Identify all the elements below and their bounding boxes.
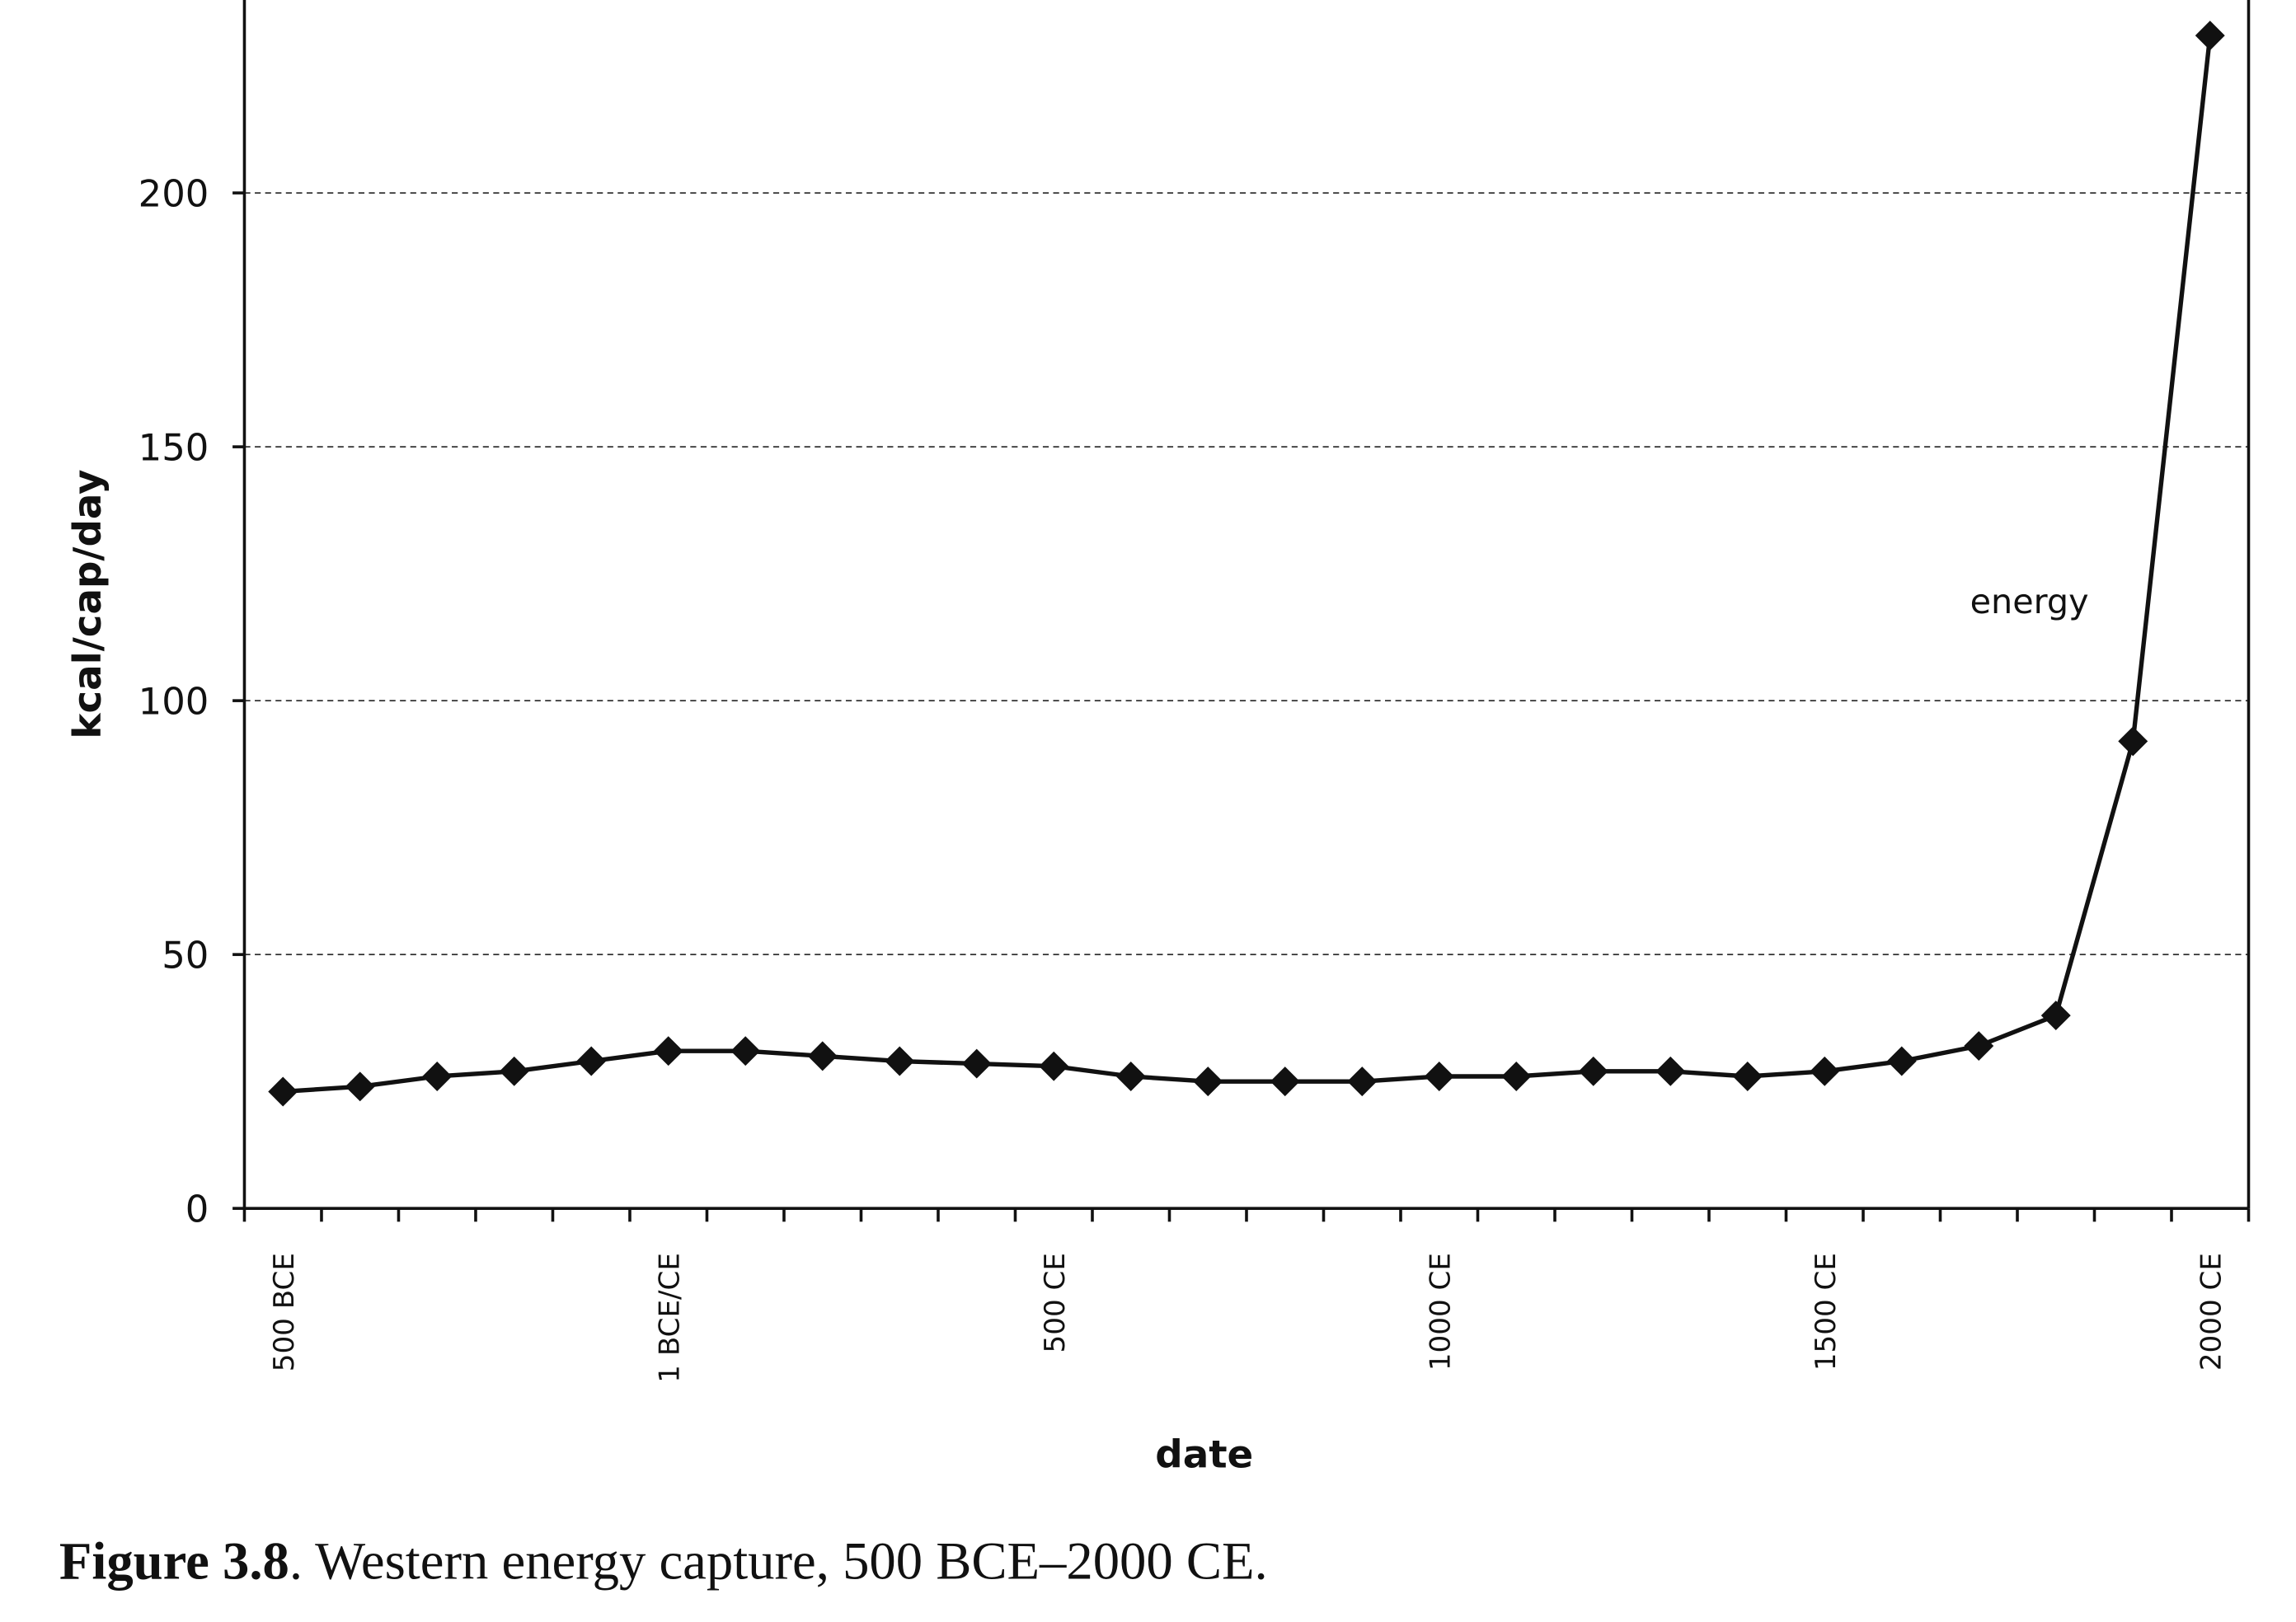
marker xyxy=(1964,1031,1994,1061)
marker xyxy=(1578,1056,1608,1086)
caption-text: . Western energy capture, 500 BCE–2000 C… xyxy=(289,1531,1268,1590)
marker xyxy=(885,1046,915,1076)
marker xyxy=(1347,1066,1378,1097)
line xyxy=(283,35,2213,1095)
marker xyxy=(268,1076,298,1107)
x-axis-title: date xyxy=(1155,1433,1253,1478)
marker xyxy=(1424,1062,1454,1091)
x-tick-label: 2000 CE xyxy=(2195,1253,2228,1371)
marker xyxy=(576,1046,607,1076)
y-tick-label: 100 xyxy=(139,679,209,723)
caption: Figure 3.8. Western energy capture, 500 … xyxy=(59,1531,1268,1590)
marker xyxy=(345,1071,375,1102)
marker xyxy=(1732,1062,1763,1091)
marker xyxy=(730,1036,761,1066)
marker xyxy=(2118,726,2148,757)
y-axis-title: kcal/cap/day xyxy=(66,470,110,739)
marker xyxy=(1115,1062,1146,1091)
x-tick-label: 500 CE xyxy=(1039,1253,1072,1352)
y-tick-label: 200 xyxy=(139,171,209,215)
marker xyxy=(2040,1001,2071,1031)
marker xyxy=(1270,1066,1300,1097)
x-tick-label: 1500 CE xyxy=(1810,1253,1843,1371)
marker xyxy=(422,1062,453,1091)
marker xyxy=(1655,1056,1686,1086)
x-tick-label: 1000 CE xyxy=(1424,1253,1457,1371)
caption-label: Figure 3.8 xyxy=(59,1531,289,1590)
marker xyxy=(1193,1066,1223,1097)
marker xyxy=(807,1041,838,1071)
y-tick-label: 50 xyxy=(162,933,209,977)
marker xyxy=(1039,1051,1069,1081)
marker xyxy=(961,1048,992,1079)
marker xyxy=(1886,1046,1917,1076)
x-tick-label: 1 BCE/CE xyxy=(653,1253,686,1383)
x-tick-label: 500 BCE xyxy=(268,1253,301,1371)
y-tick-label: 150 xyxy=(139,425,209,469)
series-label: energy xyxy=(1970,582,2089,621)
marker xyxy=(653,1036,683,1066)
marker xyxy=(1810,1056,1840,1086)
marker xyxy=(499,1056,529,1086)
marker xyxy=(1501,1062,1532,1091)
y-tick-label: 0 xyxy=(185,1187,209,1231)
marker xyxy=(2195,21,2225,51)
